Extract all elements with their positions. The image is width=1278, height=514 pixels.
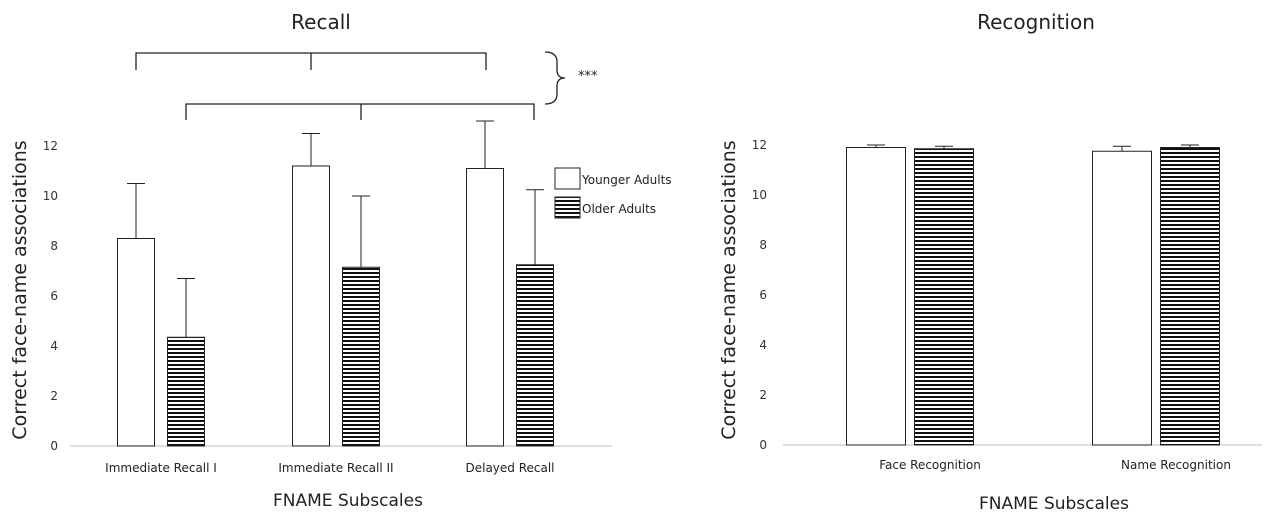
y-tick-label: 12	[752, 138, 767, 152]
significance-brackets	[135, 51, 566, 120]
y-tick-label: 0	[50, 439, 58, 453]
y-tick-label: 10	[43, 189, 58, 203]
bracket-older-adults	[185, 103, 535, 120]
y-tick-label: 6	[759, 288, 767, 302]
legend-label-younger-adults: Younger Adults	[581, 173, 672, 187]
y-tick-label: 0	[759, 438, 767, 452]
chart-title-recall: Recall	[291, 10, 351, 34]
legend-label-older-adults: Older Adults	[582, 202, 656, 216]
category-label-face-recognition: Face Recognition	[879, 458, 981, 472]
x-axis-label-recognition: FNAME Subscales	[979, 494, 1129, 514]
y-axis-label-recall: Correct face-name associations	[9, 140, 31, 439]
bar-younger-adults-immediate-recall-i	[117, 238, 155, 447]
category-labels-recognition: Face Recognition Name Recognition	[879, 458, 1231, 472]
bar-older-adults-immediate-recall-i	[167, 336, 205, 447]
bar-younger-adults-face-recognition	[846, 147, 906, 446]
legend-swatch-younger-adults	[554, 167, 581, 190]
bar-younger-adults-delayed-recall	[466, 168, 504, 447]
y-tick-labels-recognition: 0 2 4 6 8 10 12	[752, 138, 767, 452]
y-tick-label: 6	[50, 289, 58, 303]
bars-recall	[117, 120, 554, 447]
y-tick-label: 10	[752, 188, 767, 202]
y-tick-label: 2	[759, 388, 767, 402]
bracket-younger-adults	[135, 52, 487, 70]
y-tick-label: 8	[759, 238, 767, 252]
y-axis-label-recognition: Correct face-name associations	[718, 140, 740, 439]
category-label-immediate-recall-i: Immediate Recall I	[105, 461, 217, 475]
y-tick-label: 4	[759, 338, 767, 352]
bar-younger-adults-immediate-recall-ii	[292, 165, 330, 447]
chart-title-recognition: Recognition	[977, 10, 1095, 34]
category-labels-recall: Immediate Recall I Immediate Recall II Del…	[105, 461, 554, 475]
category-label-immediate-recall-ii: Immediate Recall II	[278, 461, 393, 475]
bar-older-adults-name-recognition	[1160, 147, 1220, 446]
bar-younger-adults-name-recognition	[1092, 150, 1152, 446]
recall-panel: Recall Correct face-name associations FN…	[9, 10, 672, 511]
legend-recall: Younger Adults Older Adults	[554, 167, 672, 219]
bar-older-adults-delayed-recall	[516, 264, 554, 447]
bar-older-adults-face-recognition	[914, 148, 974, 446]
y-tick-label: 8	[50, 239, 58, 253]
category-label-name-recognition: Name Recognition	[1121, 458, 1231, 472]
y-tick-labels-recall: 0 2 4 6 8 10 12	[43, 139, 58, 453]
y-tick-label: 2	[50, 389, 58, 403]
x-axis-label-recall: FNAME Subscales	[273, 491, 423, 511]
y-tick-label: 4	[50, 339, 58, 353]
category-label-delayed-recall: Delayed Recall	[465, 461, 554, 475]
significance-brace	[544, 51, 566, 105]
bars-recognition	[846, 144, 1220, 446]
bar-older-adults-immediate-recall-ii	[342, 266, 380, 447]
legend-swatch-older-adults	[554, 196, 581, 219]
y-tick-label: 12	[43, 139, 58, 153]
significance-marker: ***	[578, 69, 598, 84]
recognition-panel: Recognition Correct face-name associatio…	[718, 10, 1262, 514]
